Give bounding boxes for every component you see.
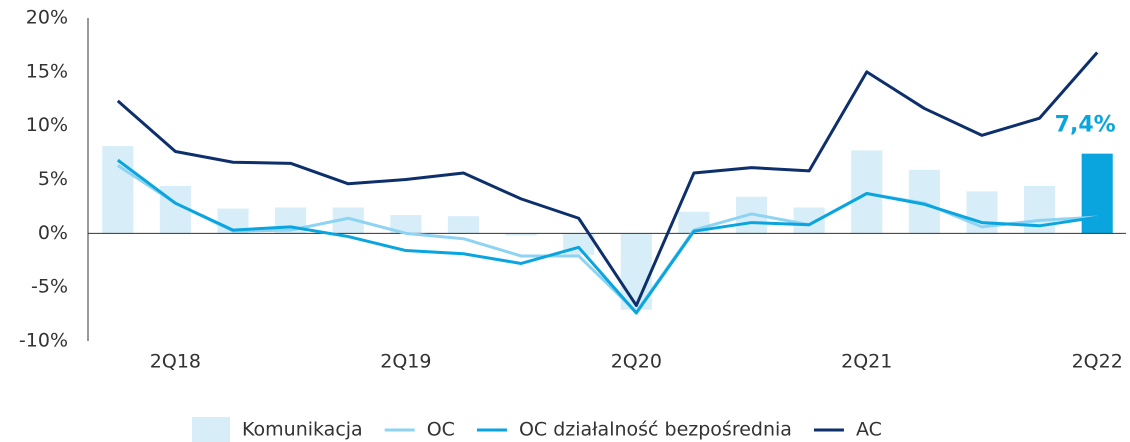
bar [1081,153,1113,234]
y-tick-label: 10% [26,114,68,136]
y-tick-label: 20% [26,7,68,29]
bar [851,150,883,234]
bar [102,146,134,234]
y-tick-label: 5% [38,168,68,190]
line [116,164,1098,314]
bar [447,216,480,234]
legend-label: OC [427,419,455,441]
legend-label: Komunikacja [242,419,363,441]
x-tick-label: 2Q18 [150,351,201,373]
y-tick-label: 15% [26,60,68,82]
x-tick-label: 2Q21 [841,351,892,373]
y-tick-label: -10% [19,330,68,352]
x-tick-label: 2Q19 [380,351,431,373]
bar [390,215,422,234]
line [116,51,1099,307]
bar [505,233,537,236]
value-label: 7,4% [1055,113,1116,138]
y-tick-label: -5% [31,276,68,298]
x-tick-label: 2Q22 [1072,351,1123,373]
x-tick-label: 2Q20 [611,351,662,373]
y-tick-label: 0% [38,222,68,244]
legend-label: OC działalność bezpośrednia [519,419,792,441]
legend-swatch [192,417,230,442]
legend-label: AC [856,419,882,441]
line [116,158,1098,315]
